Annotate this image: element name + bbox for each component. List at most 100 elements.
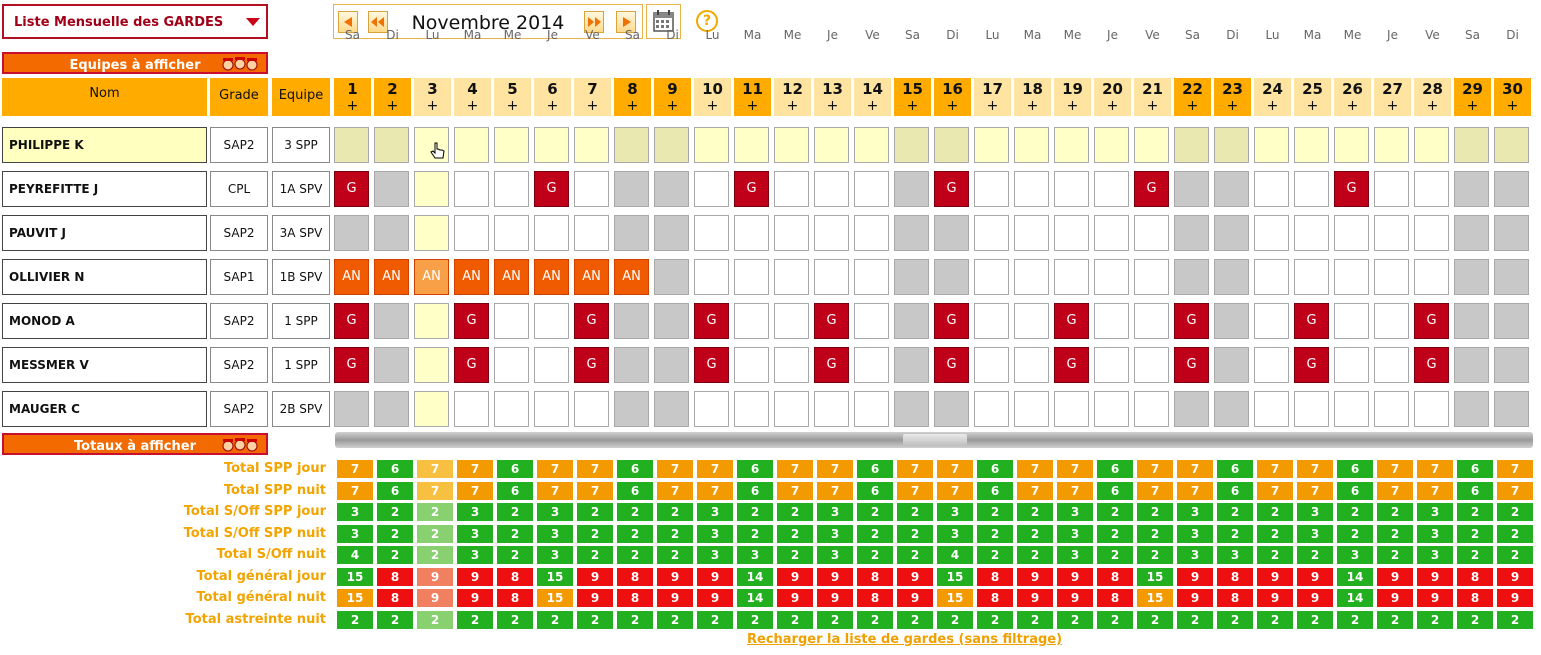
schedule-cell[interactable] bbox=[774, 347, 809, 383]
schedule-cell[interactable]: G bbox=[1334, 171, 1369, 207]
schedule-cell[interactable] bbox=[494, 171, 529, 207]
staff-name[interactable]: PEYREFITTE J bbox=[2, 171, 207, 207]
schedule-cell[interactable]: G bbox=[734, 171, 769, 207]
day-header-21[interactable]: 21 + bbox=[1134, 78, 1171, 116]
schedule-cell[interactable] bbox=[1294, 391, 1329, 427]
schedule-cell[interactable] bbox=[1454, 171, 1489, 207]
schedule-cell[interactable] bbox=[414, 303, 449, 339]
schedule-cell[interactable]: G bbox=[454, 303, 489, 339]
schedule-cell[interactable] bbox=[1374, 347, 1409, 383]
day-header-17[interactable]: 17 + bbox=[974, 78, 1011, 116]
schedule-cell[interactable] bbox=[574, 215, 609, 251]
schedule-cell[interactable]: G bbox=[334, 347, 369, 383]
day-header-6[interactable]: 6 + bbox=[534, 78, 571, 116]
schedule-cell[interactable] bbox=[1134, 259, 1169, 295]
schedule-cell[interactable] bbox=[854, 215, 889, 251]
schedule-cell[interactable] bbox=[494, 127, 529, 163]
schedule-cell[interactable] bbox=[734, 259, 769, 295]
schedule-cell[interactable]: AN bbox=[574, 259, 609, 295]
schedule-cell[interactable]: G bbox=[1174, 303, 1209, 339]
day-header-12[interactable]: 12 + bbox=[774, 78, 811, 116]
calendar-icon[interactable] bbox=[646, 4, 681, 39]
schedule-cell[interactable] bbox=[454, 215, 489, 251]
schedule-cell[interactable] bbox=[1134, 215, 1169, 251]
schedule-cell[interactable] bbox=[774, 171, 809, 207]
schedule-cell[interactable] bbox=[1494, 391, 1529, 427]
schedule-cell[interactable] bbox=[1374, 127, 1409, 163]
add-icon[interactable]: + bbox=[466, 98, 479, 114]
schedule-cell[interactable] bbox=[454, 391, 489, 427]
schedule-cell[interactable] bbox=[574, 391, 609, 427]
schedule-cell[interactable] bbox=[614, 303, 649, 339]
schedule-cell[interactable] bbox=[374, 303, 409, 339]
schedule-cell[interactable] bbox=[974, 215, 1009, 251]
day-header-5[interactable]: 5 + bbox=[494, 78, 531, 116]
schedule-cell[interactable] bbox=[614, 215, 649, 251]
schedule-cell[interactable] bbox=[894, 303, 929, 339]
day-header-28[interactable]: 28 + bbox=[1414, 78, 1451, 116]
schedule-cell[interactable] bbox=[1454, 259, 1489, 295]
schedule-cell[interactable] bbox=[1334, 303, 1369, 339]
schedule-cell[interactable] bbox=[534, 391, 569, 427]
schedule-cell[interactable] bbox=[1374, 171, 1409, 207]
schedule-cell[interactable]: AN bbox=[454, 259, 489, 295]
schedule-cell[interactable]: AN bbox=[614, 259, 649, 295]
schedule-cell[interactable]: G bbox=[934, 303, 969, 339]
day-header-9[interactable]: 9 + bbox=[654, 78, 691, 116]
schedule-cell[interactable] bbox=[654, 347, 689, 383]
schedule-cell[interactable]: G bbox=[814, 303, 849, 339]
schedule-cell[interactable] bbox=[814, 259, 849, 295]
add-icon[interactable]: + bbox=[1226, 98, 1239, 114]
help-icon[interactable]: ? bbox=[696, 10, 718, 32]
schedule-cell[interactable] bbox=[934, 391, 969, 427]
day-header-15[interactable]: 15 + bbox=[894, 78, 931, 116]
schedule-cell[interactable] bbox=[1134, 391, 1169, 427]
schedule-cell[interactable] bbox=[534, 127, 569, 163]
day-header-1[interactable]: 1 + bbox=[334, 78, 371, 116]
schedule-cell[interactable] bbox=[1414, 171, 1449, 207]
schedule-cell[interactable] bbox=[1214, 127, 1249, 163]
schedule-cell[interactable] bbox=[974, 303, 1009, 339]
schedule-cell[interactable] bbox=[1214, 391, 1249, 427]
schedule-cell[interactable] bbox=[494, 215, 529, 251]
add-icon[interactable]: + bbox=[546, 98, 559, 114]
schedule-cell[interactable] bbox=[734, 391, 769, 427]
schedule-cell[interactable] bbox=[694, 259, 729, 295]
schedule-cell[interactable] bbox=[734, 303, 769, 339]
schedule-cell[interactable] bbox=[1214, 303, 1249, 339]
schedule-cell[interactable] bbox=[814, 171, 849, 207]
schedule-cell[interactable] bbox=[1174, 171, 1209, 207]
schedule-cell[interactable] bbox=[694, 215, 729, 251]
schedule-cell[interactable] bbox=[1174, 215, 1209, 251]
day-header-16[interactable]: 16 + bbox=[934, 78, 971, 116]
schedule-cell[interactable] bbox=[1214, 171, 1249, 207]
schedule-cell[interactable] bbox=[694, 127, 729, 163]
schedule-cell[interactable] bbox=[1414, 127, 1449, 163]
schedule-cell[interactable] bbox=[1254, 347, 1289, 383]
schedule-cell[interactable] bbox=[1014, 303, 1049, 339]
day-header-8[interactable]: 8 + bbox=[614, 78, 651, 116]
add-icon[interactable]: + bbox=[746, 98, 759, 114]
schedule-cell[interactable] bbox=[654, 259, 689, 295]
schedule-cell[interactable]: AN bbox=[334, 259, 369, 295]
schedule-cell[interactable] bbox=[614, 127, 649, 163]
day-header-30[interactable]: 30 + bbox=[1494, 78, 1531, 116]
add-icon[interactable]: + bbox=[1306, 98, 1319, 114]
column-header-name[interactable]: Nom bbox=[2, 78, 207, 116]
day-header-7[interactable]: 7 + bbox=[574, 78, 611, 116]
schedule-cell[interactable] bbox=[1094, 303, 1129, 339]
staff-name[interactable]: OLLIVIER N bbox=[2, 259, 207, 295]
schedule-cell[interactable] bbox=[734, 127, 769, 163]
schedule-cell[interactable] bbox=[1254, 215, 1289, 251]
day-header-13[interactable]: 13 + bbox=[814, 78, 851, 116]
schedule-cell[interactable] bbox=[1254, 391, 1289, 427]
schedule-cell[interactable] bbox=[854, 171, 889, 207]
totals-filter-bar[interactable]: Totaux à afficher bbox=[2, 433, 268, 455]
schedule-cell[interactable] bbox=[1454, 303, 1489, 339]
schedule-cell[interactable] bbox=[1094, 127, 1129, 163]
schedule-cell[interactable] bbox=[1054, 127, 1089, 163]
prev-month-button[interactable] bbox=[338, 11, 358, 33]
add-icon[interactable]: + bbox=[626, 98, 639, 114]
schedule-cell[interactable] bbox=[1374, 259, 1409, 295]
schedule-cell[interactable] bbox=[614, 171, 649, 207]
